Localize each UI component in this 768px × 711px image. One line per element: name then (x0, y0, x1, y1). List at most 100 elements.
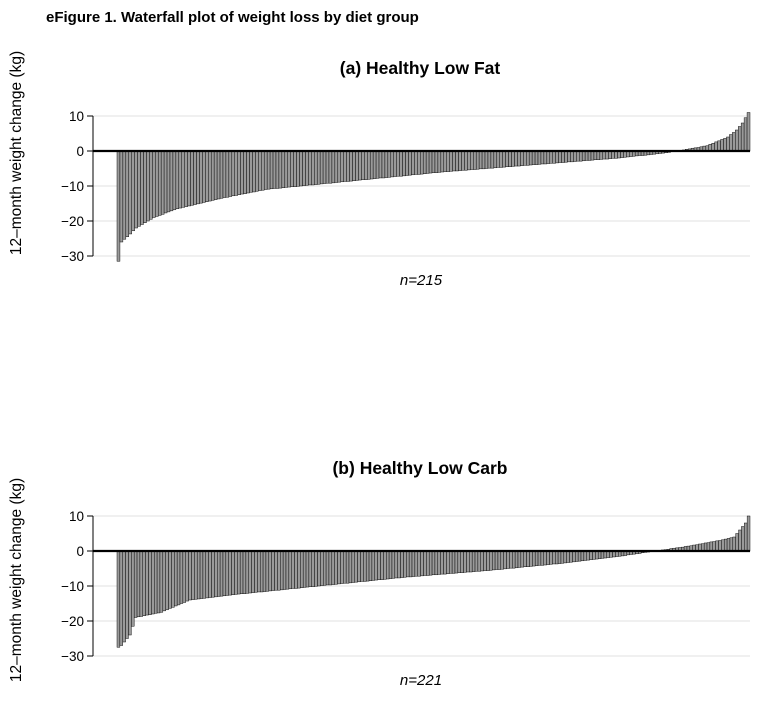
waterfall-bar (703, 542, 708, 552)
waterfall-bar (355, 150, 359, 181)
waterfall-bar (210, 150, 215, 201)
waterfall-bar (563, 550, 567, 564)
sample-size-label: n=221 (400, 672, 442, 689)
waterfall-bar (552, 150, 556, 164)
y-tick-label: 10 (69, 109, 84, 124)
waterfall-bar (383, 550, 387, 580)
waterfall-bar (491, 550, 496, 571)
waterfall-bar (282, 550, 287, 590)
waterfall-bar (543, 150, 548, 165)
waterfall-bar (243, 150, 247, 194)
waterfall-bar (569, 550, 573, 563)
waterfall-bar (425, 150, 430, 174)
waterfall-bar (741, 526, 745, 552)
waterfall-bar (546, 150, 551, 164)
waterfall-bar (199, 150, 203, 204)
waterfall-bar (540, 550, 544, 566)
waterfall-bar (314, 150, 318, 185)
waterfall-bar (414, 550, 418, 577)
waterfall-bar (266, 150, 271, 190)
waterfall-bar (343, 150, 347, 182)
waterfall-bar (274, 550, 278, 591)
waterfall-bar (297, 550, 301, 589)
y-axis-label: 12–month weight change (kg) (8, 51, 25, 255)
waterfall-bar (352, 150, 356, 181)
waterfall-bar (139, 550, 143, 617)
waterfall-bar (484, 150, 489, 169)
waterfall-bar (490, 150, 495, 169)
waterfall-bar (537, 550, 542, 566)
waterfall-bar (426, 550, 430, 576)
waterfall-bar (481, 150, 486, 170)
waterfall-bar (136, 550, 141, 618)
waterfall-bar (345, 550, 350, 584)
waterfall-bar (706, 542, 711, 552)
waterfall-bar (509, 550, 513, 569)
waterfall-bar (214, 550, 218, 598)
waterfall-bar (175, 150, 180, 209)
waterfall-bar (293, 150, 297, 187)
waterfall-bar (196, 550, 201, 600)
waterfall-bar (577, 550, 582, 562)
waterfall-bar (434, 550, 439, 576)
waterfall-bar (735, 533, 739, 552)
waterfall-bar (440, 150, 445, 173)
waterfall-bar (184, 150, 188, 207)
waterfall-bar (285, 550, 290, 590)
waterfall-bar (454, 550, 459, 574)
waterfall-bar (354, 550, 358, 583)
waterfall-bar (168, 550, 172, 609)
waterfall-bar (546, 550, 550, 565)
waterfall-bar (411, 550, 416, 577)
waterfall-bar (134, 150, 138, 229)
waterfall-bar (514, 150, 518, 167)
waterfall-bar (245, 550, 249, 594)
waterfall-bar (188, 550, 192, 601)
waterfall-bar (503, 550, 507, 570)
waterfall-bar (331, 550, 335, 585)
waterfall-bar (567, 150, 571, 163)
waterfall-bar (163, 150, 168, 214)
waterfall-bar (154, 550, 158, 614)
waterfall-bar (586, 550, 590, 561)
waterfall-bar (128, 550, 132, 636)
waterfall-bar (231, 150, 235, 197)
waterfall-bar (387, 150, 392, 178)
waterfall-bar (268, 550, 272, 592)
waterfall-bar (363, 550, 367, 582)
waterfall-bar (451, 550, 456, 574)
waterfall-bar (151, 550, 155, 615)
waterfall-bar (308, 550, 312, 587)
waterfall-bar (502, 150, 506, 168)
waterfall-bar (174, 550, 178, 607)
waterfall-bar (300, 550, 304, 588)
waterfall-bar (149, 150, 153, 220)
waterfall-bar (231, 550, 235, 595)
waterfall-bar (140, 150, 144, 225)
waterfall-bar (599, 150, 604, 160)
waterfall-bar (116, 150, 121, 262)
waterfall-bar (534, 550, 539, 566)
waterfall-bar (305, 550, 310, 588)
waterfall-bar (145, 550, 149, 616)
waterfall-bar (351, 550, 355, 583)
waterfall-bar (464, 150, 468, 171)
waterfall-bar (583, 550, 587, 561)
waterfall-bar (478, 150, 483, 170)
waterfall-bar (358, 150, 362, 181)
waterfall-bar (587, 150, 592, 161)
waterfall-bar (526, 150, 530, 166)
waterfall-bar (257, 550, 261, 593)
waterfall-bar (157, 150, 162, 216)
waterfall-bar (181, 150, 185, 208)
waterfall-bar (709, 541, 713, 552)
waterfall-bar (403, 550, 407, 578)
waterfall-bar (473, 150, 477, 170)
waterfall-bar (514, 550, 519, 569)
waterfall-bar (602, 150, 606, 160)
waterfall-bar (271, 550, 275, 591)
waterfall-bar (417, 550, 421, 577)
waterfall-bar (517, 550, 522, 568)
waterfall-bar (263, 150, 268, 190)
waterfall-bar (437, 150, 442, 173)
